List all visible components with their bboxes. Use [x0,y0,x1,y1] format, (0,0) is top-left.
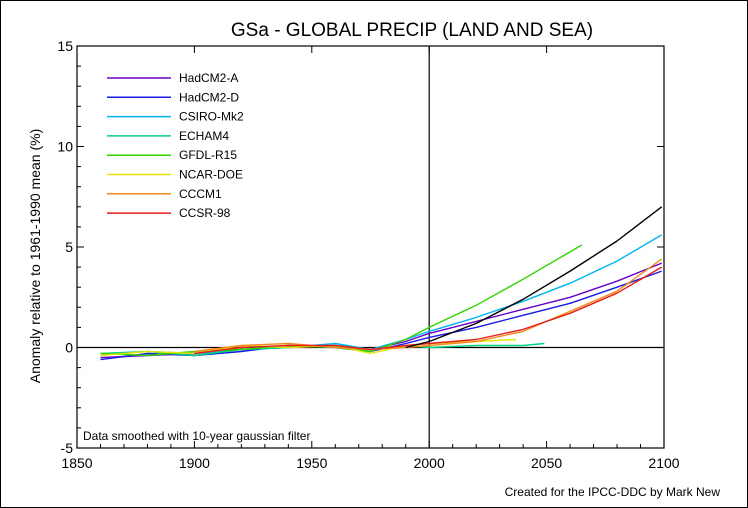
legend-label: HadCM2-A [179,71,238,85]
chart-title: GSa - GLOBAL PRECIP (LAND AND SEA) [231,20,593,41]
axis-ticks: 1850 1900 1950 2000 2050 2100 -5 0 5 10 15 [57,38,679,471]
x-tick-label: 2000 [414,455,445,471]
plot-border [76,45,665,449]
series-line-gfdl-r15 [100,244,583,357]
legend-label: NCAR-DOE [179,168,243,182]
series-line-csiro-mk2 [147,234,663,355]
y-axis-label: Anomaly relative to 1961-1990 mean (%) [27,129,43,383]
legend-label: GFDL-R15 [179,148,237,162]
legend-label: HadCM2-D [179,90,239,104]
legend: HadCM2-A HadCM2-D CSIRO-Mk2 ECHAM4 GFDL-R15 N… [107,71,244,220]
series-line-cccm1 [194,258,663,353]
smoothing-note: Data smoothed with 10-year gaussian filt… [83,429,310,443]
y-tick-label: 10 [57,139,73,155]
x-tick-label: 2050 [531,455,562,471]
legend-label: CCSR-98 [179,206,231,220]
plot-area [76,45,665,449]
x-tick-label: 1900 [179,455,210,471]
legend-label: CCCM1 [179,187,222,201]
legend-label: CSIRO-Mk2 [179,110,244,124]
legend-label: ECHAM4 [179,129,229,143]
x-tick-label: 1950 [296,455,327,471]
series-line-ccsr-98 [194,266,663,355]
x-tick-label: 2100 [648,455,679,471]
series-line-black-member [405,206,663,349]
y-tick-label: 5 [65,239,73,255]
series-lines [100,206,663,361]
credit-text: Created for the IPCC-DDC by Mark New [505,485,721,499]
y-tick-label: -5 [61,440,74,456]
reference-lines [77,46,664,448]
y-tick-label: 15 [57,38,73,54]
x-tick-label: 1850 [61,455,92,471]
y-tick-label: 0 [65,340,73,356]
